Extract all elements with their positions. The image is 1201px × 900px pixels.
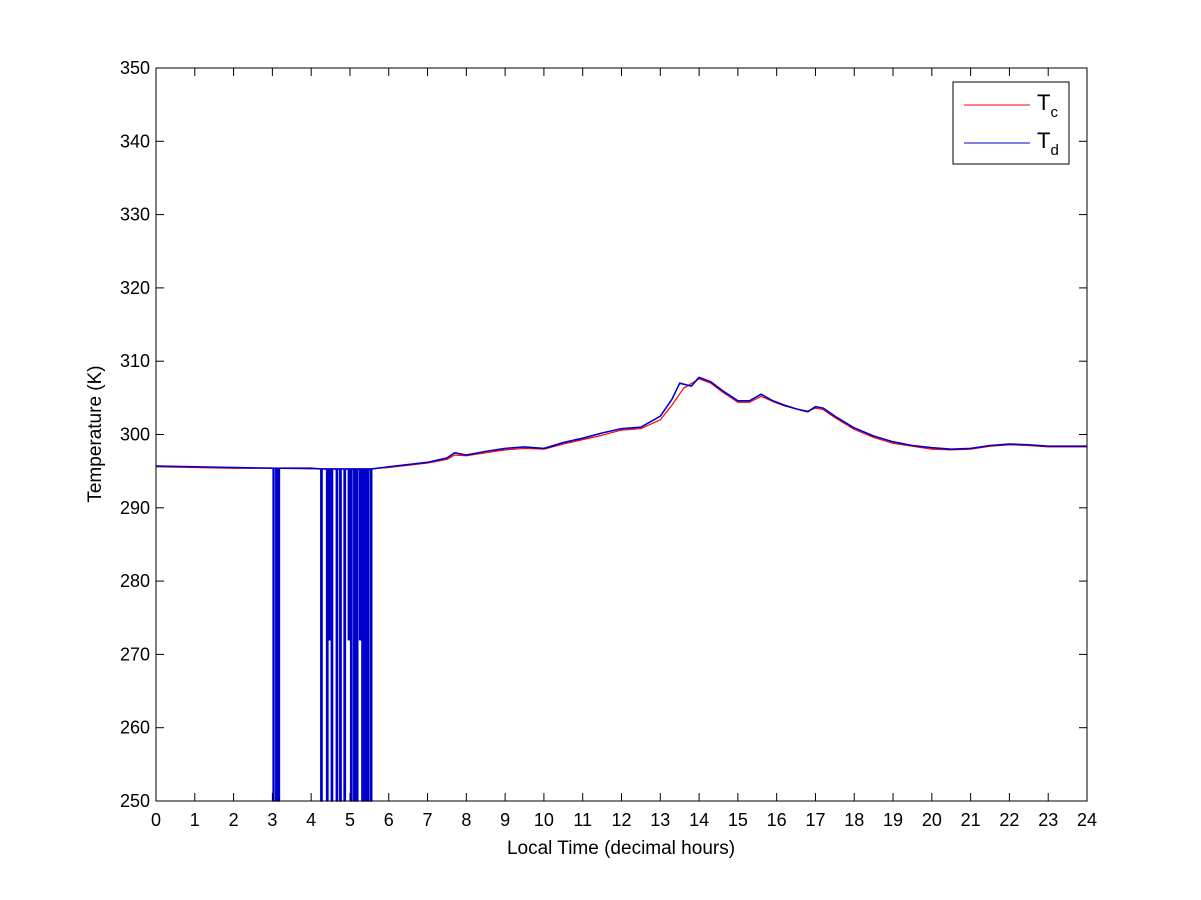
x-tick-label: 4 — [306, 810, 316, 830]
y-tick-label: 280 — [120, 571, 150, 591]
x-tick-label: 3 — [267, 810, 277, 830]
legend-label-t-c: Tc — [1037, 90, 1058, 121]
legend-box — [952, 81, 1070, 165]
y-tick-label: 300 — [120, 425, 150, 445]
x-tick-label: 21 — [961, 810, 981, 830]
x-tick-label: 8 — [461, 810, 471, 830]
x-axis-label: Local Time (decimal hours) — [507, 838, 735, 859]
y-tick-label: 260 — [120, 718, 150, 738]
legend-label-t-c-sub: c — [1050, 104, 1058, 121]
x-tick-label: 0 — [151, 810, 161, 830]
x-tick-label: 11 — [573, 810, 592, 830]
x-tick-label: 16 — [767, 810, 787, 830]
plot-lines — [155, 376, 1087, 802]
legend-label-t-d-main: T — [1037, 128, 1050, 153]
y-tick-label: 320 — [120, 278, 150, 298]
legend: Tc Td — [952, 81, 1070, 165]
legend-label-t-d-sub: d — [1050, 142, 1058, 159]
x-tick-label: 18 — [844, 810, 864, 830]
x-tick-label: 19 — [883, 810, 903, 830]
series-line-t-d — [155, 376, 1087, 802]
y-axis-label: Temperature (K) — [85, 365, 106, 502]
y-tick-label: 250 — [120, 791, 150, 811]
x-tick-label: 14 — [689, 810, 709, 830]
y-tick-label: 340 — [120, 131, 150, 151]
y-axis-ticks: 250 260 270 280 290 300 310 320 330 340 350 — [120, 58, 1087, 811]
x-tick-label: 13 — [650, 810, 670, 830]
x-tick-label: 24 — [1077, 810, 1097, 830]
x-tick-label: 23 — [1038, 810, 1058, 830]
x-tick-label: 12 — [611, 810, 631, 830]
y-tick-label: 310 — [120, 351, 150, 371]
x-tick-label: 5 — [345, 810, 355, 830]
x-tick-label: 20 — [922, 810, 942, 830]
y-tick-label: 350 — [120, 58, 150, 78]
x-tick-label: 9 — [500, 810, 510, 830]
x-tick-label: 10 — [534, 810, 554, 830]
x-tick-label: 15 — [728, 810, 748, 830]
x-tick-label: 2 — [229, 810, 239, 830]
x-tick-label: 22 — [999, 810, 1019, 830]
x-tick-label: 7 — [423, 810, 433, 830]
x-axis-ticks: 0 1 2 3 4 5 6 7 8 9 10 11 12 13 14 15 16 17 18 19 20 21 22 23 24 — [151, 68, 1097, 830]
y-tick-label: 270 — [120, 644, 150, 664]
y-tick-label: 330 — [120, 205, 150, 225]
x-tick-label: 6 — [384, 810, 394, 830]
legend-label-t-d: Td — [1037, 128, 1059, 159]
x-tick-label: 17 — [805, 810, 825, 830]
legend-label-t-c-main: T — [1037, 90, 1050, 115]
y-tick-label: 290 — [120, 498, 150, 518]
x-tick-label: 1 — [190, 810, 200, 830]
